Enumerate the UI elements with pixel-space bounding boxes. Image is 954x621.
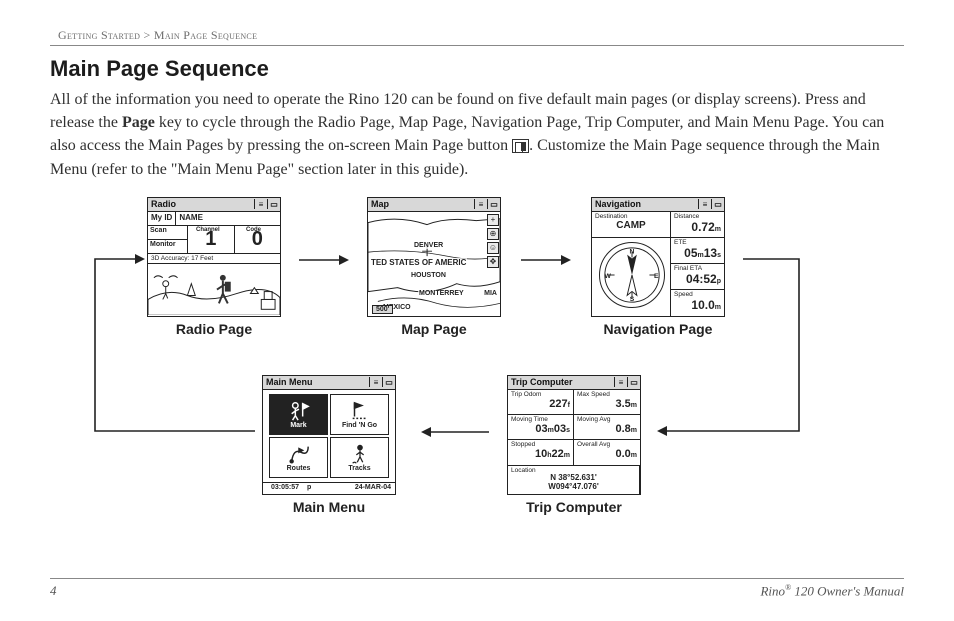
page-heading: Main Page Sequence — [50, 56, 904, 82]
breadcrumb: Getting Started > Main Page Sequence — [58, 28, 904, 43]
main-menu-screenshot: Main Menu ≡ ▭ Mark Find 'N Go Routes — [262, 375, 396, 495]
menu-icon: ≡ — [254, 199, 267, 209]
mark-item: Mark — [269, 394, 328, 435]
arrow-right-icon — [299, 253, 349, 272]
tracks-item: Tracks — [330, 437, 389, 478]
breadcrumb-sep: > — [143, 28, 153, 42]
arrow-elbow-icon — [659, 259, 809, 454]
menu-icon: ≡ — [698, 199, 711, 209]
trip-computer-screenshot: Trip Computer ≡ ▭ Trip Odom227f Max Spee… — [507, 375, 641, 495]
menu-icon: ≡ — [474, 199, 487, 209]
svg-text:W: W — [605, 273, 612, 280]
page-footer: 4 Rino® 120 Owner's Manual — [50, 578, 904, 599]
menu-icon: ≡ — [614, 377, 627, 387]
caption-trip: Trip Computer — [499, 499, 649, 515]
menu-icon: ≡ — [369, 377, 382, 387]
book-title: Rino® 120 Owner's Manual — [760, 583, 904, 599]
rule-top — [50, 45, 904, 46]
caption-map: Map Page — [359, 321, 509, 337]
page-icon: ▭ — [382, 377, 395, 387]
main-page-button-icon — [512, 139, 529, 153]
page-icon: ▭ — [487, 199, 500, 209]
map-page-screenshot: Map ≡ ▭ DENVER TED STATES OF AMERIC HOUS… — [367, 197, 501, 317]
page-icon: ▭ — [267, 199, 280, 209]
page-key-bold: Page — [122, 114, 155, 131]
page-number: 4 — [50, 583, 57, 599]
arrow-right-icon — [521, 253, 571, 272]
intro-paragraph: All of the information you need to opera… — [50, 88, 904, 181]
pan-icon: ✥ — [487, 256, 499, 268]
page-icon: ▭ — [627, 377, 640, 387]
page-icon: ▭ — [711, 199, 724, 209]
routes-item: Routes — [269, 437, 328, 478]
zoom-in-icon: + — [487, 214, 499, 226]
find-item: Find 'N Go — [330, 394, 389, 435]
caption-menu: Main Menu — [254, 499, 404, 515]
arrow-left-icon — [419, 425, 489, 444]
map-scale: 500' — [372, 305, 393, 314]
person-icon: ☺ — [487, 242, 499, 254]
breadcrumb-section: Getting Started — [58, 28, 140, 42]
arrow-elbow-icon — [87, 253, 257, 448]
compass-icon: NE SW — [599, 242, 665, 308]
breadcrumb-page: Main Page Sequence — [154, 28, 257, 42]
page-sequence-diagram: Radio ≡ ▭ My ID NAME Scan Monitor Channe… — [67, 195, 887, 555]
titlebar: Radio ≡ ▭ — [148, 198, 280, 212]
locate-icon: ⊕ — [487, 228, 499, 240]
